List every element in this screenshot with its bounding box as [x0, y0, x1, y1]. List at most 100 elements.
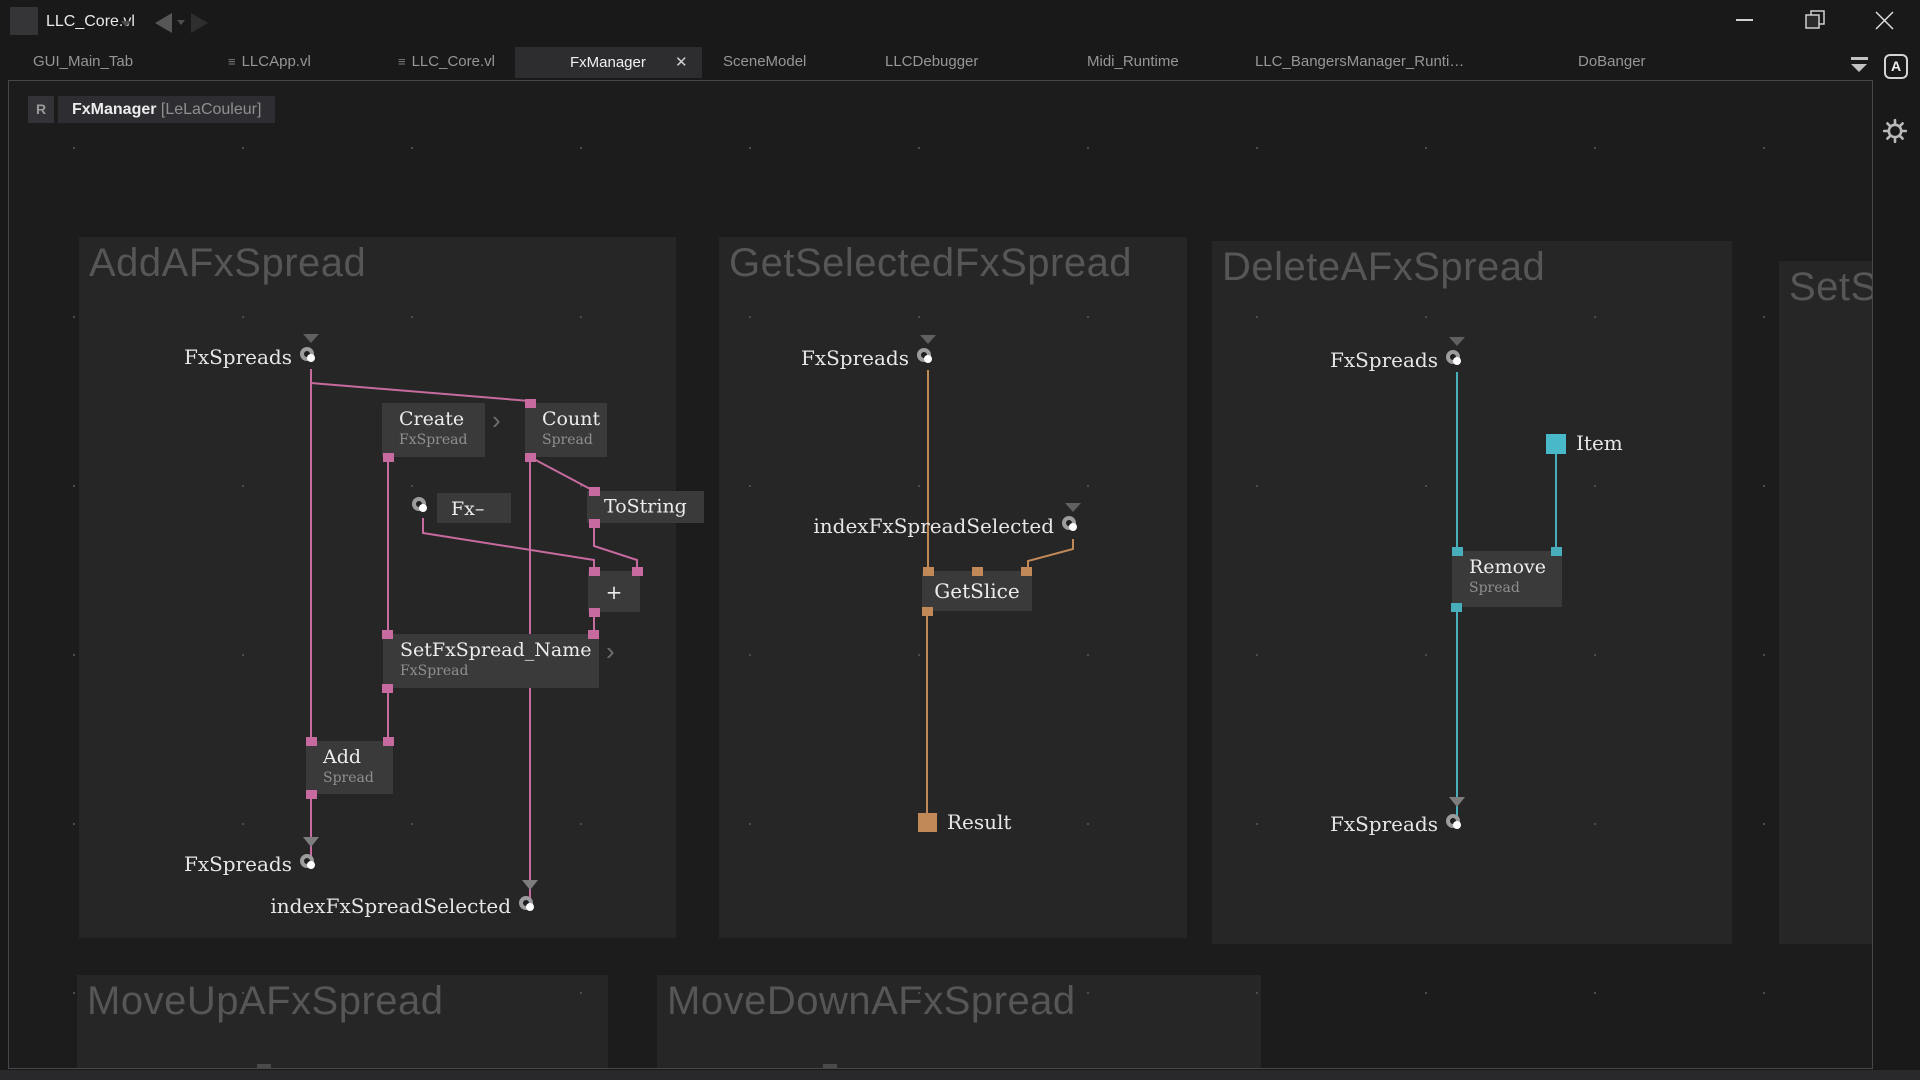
io-pin-label[interactable]: indexFxSpreadSelected — [270, 893, 511, 918]
patch-suffix: [LeLaCouleur] — [156, 101, 262, 118]
settings-gear-icon[interactable] — [1882, 118, 1908, 144]
node-remove[interactable]: Remove Spread — [1452, 551, 1562, 607]
io-pin-fxspreads[interactable] — [300, 854, 315, 869]
node-pin[interactable] — [922, 566, 934, 576]
region-movedownafxspread[interactable]: MoveDownAFxSpread — [657, 975, 1261, 1068]
node-pin[interactable] — [588, 566, 600, 576]
node-pin[interactable] — [381, 629, 393, 639]
nav-back-icon[interactable] — [155, 13, 172, 33]
io-pin-label[interactable]: FxSpreads — [800, 345, 909, 370]
io-pin-label[interactable]: FxSpreads — [183, 851, 292, 876]
tab-close-icon[interactable]: ✕ — [675, 54, 688, 71]
boxed-pin-item[interactable] — [1546, 434, 1566, 454]
wire[interactable] — [1027, 539, 1074, 572]
tab-gui-main-tab[interactable]: GUI_Main_Tab — [33, 44, 133, 80]
node-pin[interactable] — [382, 736, 394, 746]
tab-fxmanager[interactable]: FxManager ✕ — [515, 47, 702, 78]
iobox-pin[interactable] — [412, 497, 427, 512]
node-tostring[interactable]: ToString — [587, 491, 704, 523]
document-dropdown-icon[interactable] — [121, 21, 131, 27]
patch-canvas[interactable]: R FxManager [LeLaCouleur] AddAFxSpread Ge… — [8, 80, 1873, 1069]
node-pin[interactable] — [381, 683, 393, 693]
grid-dot — [1256, 992, 1258, 994]
boxed-pin-label[interactable]: Result — [947, 809, 1012, 834]
node-pin[interactable] — [588, 518, 600, 528]
grid-dot — [918, 992, 920, 994]
tab-midi-runtime[interactable]: Midi_Runtime — [1087, 44, 1179, 80]
node-title: Fx– — [451, 498, 485, 520]
io-pin-indexfxspreadselected[interactable] — [1062, 516, 1077, 531]
document-icon: ≡ — [228, 54, 236, 69]
wire[interactable] — [593, 526, 638, 572]
node-pin[interactable] — [305, 789, 317, 799]
node-pin[interactable] — [588, 486, 600, 496]
nav-forward-icon[interactable] — [191, 13, 208, 33]
node-pin[interactable] — [1020, 566, 1032, 576]
tab-scenemodel[interactable]: SceneModel — [723, 44, 806, 80]
grid-dot — [411, 316, 413, 318]
wire-arrowhead-icon — [303, 837, 319, 847]
input-triangle-icon — [1449, 337, 1465, 346]
node-pin[interactable] — [921, 606, 933, 616]
tab-label: Midi_Runtime — [1087, 53, 1179, 70]
wire[interactable] — [529, 456, 595, 492]
node-create[interactable]: Create FxSpread — [382, 403, 485, 457]
node-pin[interactable] — [587, 629, 599, 639]
node-pin[interactable] — [971, 566, 983, 576]
wire[interactable] — [310, 382, 531, 405]
nav-history-dropdown-icon[interactable] — [177, 20, 185, 25]
grid-dot — [1594, 485, 1596, 487]
node-pin[interactable] — [1451, 546, 1463, 556]
node-pin[interactable] — [305, 736, 317, 746]
title-bar: LLC_Core.vl — [0, 0, 1920, 44]
tab-label: GUI_Main_Tab — [33, 53, 134, 70]
node-pin[interactable] — [588, 607, 600, 617]
grid-dot — [73, 485, 75, 487]
tab-llc-core-vl[interactable]: ≡ LLC_Core.vl — [398, 44, 495, 80]
io-pin-label[interactable]: indexFxSpreadSelected — [813, 513, 1054, 538]
tab-llcdebugger[interactable]: LLCDebugger — [885, 44, 978, 80]
region-sets[interactable]: SetS — [1779, 261, 1872, 944]
node-setfxspread-name[interactable]: SetFxSpread_Name FxSpread — [383, 634, 599, 688]
io-pin-fxspreads[interactable] — [917, 348, 932, 363]
region-addafxspread[interactable]: AddAFxSpread — [79, 237, 676, 938]
maximize-icon[interactable] — [1804, 9, 1828, 33]
node-pin[interactable] — [382, 452, 394, 462]
io-pin-indexfxspreadselected[interactable] — [519, 896, 534, 911]
close-icon[interactable] — [1873, 9, 1897, 33]
io-pin-label[interactable]: FxSpreads — [1329, 811, 1438, 836]
grid-dot — [1425, 147, 1427, 149]
region-moveupafxspread[interactable]: MoveUpAFxSpread — [77, 975, 608, 1068]
tab-llc-bangersmanager-runti-[interactable]: LLC_BangersManager_Runti… — [1255, 44, 1464, 80]
io-pin-fxspreads[interactable] — [300, 347, 315, 362]
io-pin-fxspreads[interactable] — [1446, 350, 1461, 365]
node-pin[interactable] — [524, 398, 536, 408]
node-pin[interactable] — [524, 452, 536, 462]
io-pin-fxspreads[interactable] — [1446, 814, 1461, 829]
node-pin[interactable] — [1550, 546, 1562, 556]
boxed-pin-result[interactable] — [918, 813, 937, 832]
grid-dot — [749, 992, 751, 994]
annotations-toggle-icon[interactable]: A — [1884, 54, 1908, 79]
tab-llcapp-vl[interactable]: ≡ LLCApp.vl — [228, 44, 311, 80]
boxed-pin-label[interactable]: Item — [1576, 430, 1623, 455]
node-getslice[interactable]: GetSlice — [922, 571, 1032, 611]
breadcrumb-patch-name[interactable]: FxManager [LeLaCouleur] — [58, 96, 276, 123]
grid-dot — [1763, 316, 1765, 318]
breadcrumb[interactable]: R FxManager [LeLaCouleur] — [28, 96, 276, 123]
node-count[interactable]: Count Spread — [525, 403, 607, 457]
tab-dobanger[interactable]: DoBanger — [1578, 44, 1646, 80]
minimize-icon[interactable] — [1736, 19, 1753, 21]
wire[interactable] — [422, 518, 595, 572]
tab-overflow-icon[interactable] — [1851, 57, 1868, 60]
io-pin-label[interactable]: FxSpreads — [183, 344, 292, 369]
grid-dot — [1425, 654, 1427, 656]
node-pin[interactable] — [1450, 602, 1462, 612]
node-add[interactable]: Add Spread — [306, 741, 393, 794]
region-getselectedfxspread[interactable]: GetSelectedFxSpread — [719, 237, 1187, 938]
io-pin-label[interactable]: FxSpreads — [1329, 347, 1438, 372]
node-pin[interactable] — [631, 566, 643, 576]
node-+[interactable]: + — [588, 571, 640, 612]
node-fx-[interactable]: Fx– — [437, 493, 511, 523]
tab-overflow-icon[interactable] — [1851, 64, 1867, 72]
